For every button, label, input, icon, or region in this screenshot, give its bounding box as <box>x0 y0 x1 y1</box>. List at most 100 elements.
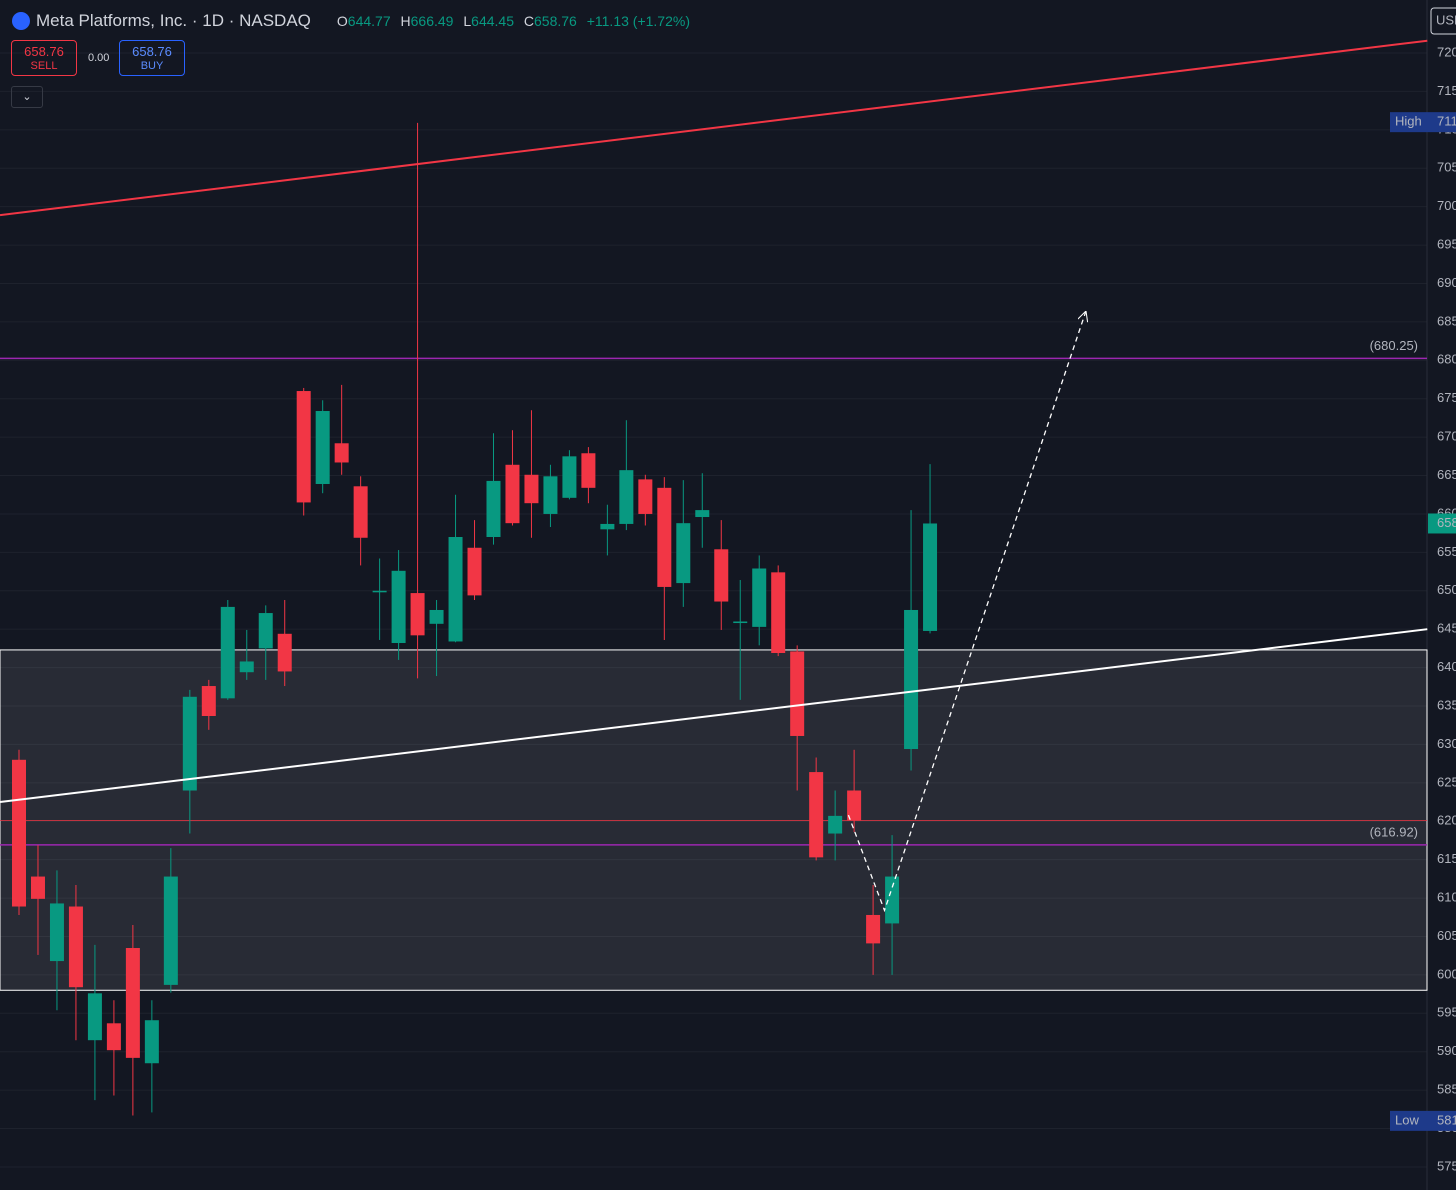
y-tick-label: 660 <box>1437 505 1456 520</box>
candle-body <box>524 474 539 504</box>
currency: USD <box>1436 12 1456 27</box>
y-tick-label: 650 <box>1437 582 1456 597</box>
candle-body <box>201 686 216 716</box>
candle-body <box>638 479 653 514</box>
candle-body <box>695 510 710 518</box>
trend-line <box>847 312 1085 913</box>
candle-body <box>125 948 140 1058</box>
candle-body <box>771 572 786 654</box>
candle-body <box>828 815 843 834</box>
level-label: (680.25) <box>1370 338 1418 353</box>
high-tag-bg <box>1390 112 1456 133</box>
ohlc-label: H <box>400 13 411 29</box>
spread: 0.00 <box>88 52 110 64</box>
candle-body <box>220 606 235 699</box>
candle-body <box>87 993 102 1041</box>
low-tag-bg <box>1390 1110 1456 1131</box>
y-tick-label: 645 <box>1437 621 1456 636</box>
y-tick-label: 630 <box>1437 736 1456 751</box>
y-tick-label: 595 <box>1437 1005 1456 1020</box>
ohlc: O644.77 H666.49 L644.45 C658.76 +11.13 (… <box>331 13 690 29</box>
symbol[interactable]: Meta Platforms, Inc. · 1D · NASDAQ <box>36 11 311 30</box>
candle-body <box>714 549 729 602</box>
y-tick-label: 680 <box>1437 352 1456 367</box>
ohlc-value: 666.49 <box>410 13 454 29</box>
price-tag-bg <box>1428 513 1456 534</box>
y-tick-label: 720 <box>1437 44 1456 59</box>
currency-box <box>1430 7 1456 35</box>
price-tag-value: 658.76 <box>1437 515 1456 530</box>
candle-body <box>562 456 577 498</box>
buy-button[interactable]: 658.76 BUY <box>119 40 185 76</box>
candle-body <box>429 609 444 624</box>
candle-body <box>676 523 691 584</box>
candle-body <box>239 661 254 673</box>
trend-line <box>0 628 1428 804</box>
ohlc-value: 644.77 <box>347 13 391 29</box>
candle-body <box>486 480 501 537</box>
candle-body <box>809 772 824 858</box>
candle-body <box>12 759 26 907</box>
y-tick-label: 695 <box>1437 237 1456 252</box>
y-tick-label: 700 <box>1437 198 1456 213</box>
y-tick-label: 585 <box>1437 1082 1456 1097</box>
candle-body <box>885 876 900 924</box>
candle-body <box>163 876 178 985</box>
ohlc-value: 658.76 <box>534 13 577 29</box>
candle-body <box>904 609 919 750</box>
high-tag-value: 711 <box>1437 114 1456 129</box>
y-tick-label: 615 <box>1437 851 1456 866</box>
sell-button[interactable]: 658.76 SELL <box>11 40 77 76</box>
y-tick-label: 715 <box>1437 83 1456 98</box>
candle-body <box>619 470 634 524</box>
header: Meta Platforms, Inc. · 1D · NASDAQ O644.… <box>12 11 690 31</box>
y-tick-label: 675 <box>1437 390 1456 405</box>
trend-line <box>0 39 1428 217</box>
candle-body <box>49 903 64 962</box>
candle-body <box>334 443 349 463</box>
candle-body <box>144 1020 159 1064</box>
candle-body <box>733 621 748 624</box>
y-tick-label: 590 <box>1437 1043 1456 1058</box>
ohlc-label: O <box>336 13 348 29</box>
y-tick-label: 635 <box>1437 697 1456 712</box>
y-tick-label: 605 <box>1437 928 1456 943</box>
candle-body <box>505 464 520 524</box>
y-tick-label: 710 <box>1437 121 1456 136</box>
y-tick-label: 620 <box>1437 813 1456 828</box>
y-tick-label: 575 <box>1437 1158 1456 1173</box>
y-tick-label: 625 <box>1437 774 1456 789</box>
candle-body <box>923 523 938 631</box>
change: +11.13 (+1.72%) <box>586 13 690 29</box>
candle-body <box>106 1023 121 1051</box>
candle-body <box>448 536 463 642</box>
ohlc-label: L <box>463 13 472 29</box>
candle-body <box>790 651 805 736</box>
candle-body <box>600 523 615 530</box>
y-tick-label: 610 <box>1437 890 1456 905</box>
candle-body <box>581 453 596 488</box>
collapse-button[interactable]: ⌄ <box>11 86 43 108</box>
candle-body <box>467 547 482 596</box>
candle-body <box>258 613 273 649</box>
logo <box>12 12 30 30</box>
candle-body <box>315 411 330 484</box>
ohlc-label: C <box>523 13 534 29</box>
y-tick-label: 580 <box>1437 1120 1456 1135</box>
candle-body <box>182 696 197 791</box>
candle-body <box>752 568 767 627</box>
y-tick-label: 670 <box>1437 429 1456 444</box>
candle-body <box>866 914 881 944</box>
y-tick-label: 640 <box>1437 659 1456 674</box>
candle-body <box>391 570 406 644</box>
candle-body <box>30 876 45 899</box>
y-tick-label: 685 <box>1437 313 1456 328</box>
candle-body <box>372 590 387 593</box>
y-tick-label: 690 <box>1437 275 1456 290</box>
sell-label: SELL <box>30 60 58 72</box>
buy-price: 658.76 <box>132 44 172 59</box>
ohlc-value: 644.45 <box>471 13 514 29</box>
